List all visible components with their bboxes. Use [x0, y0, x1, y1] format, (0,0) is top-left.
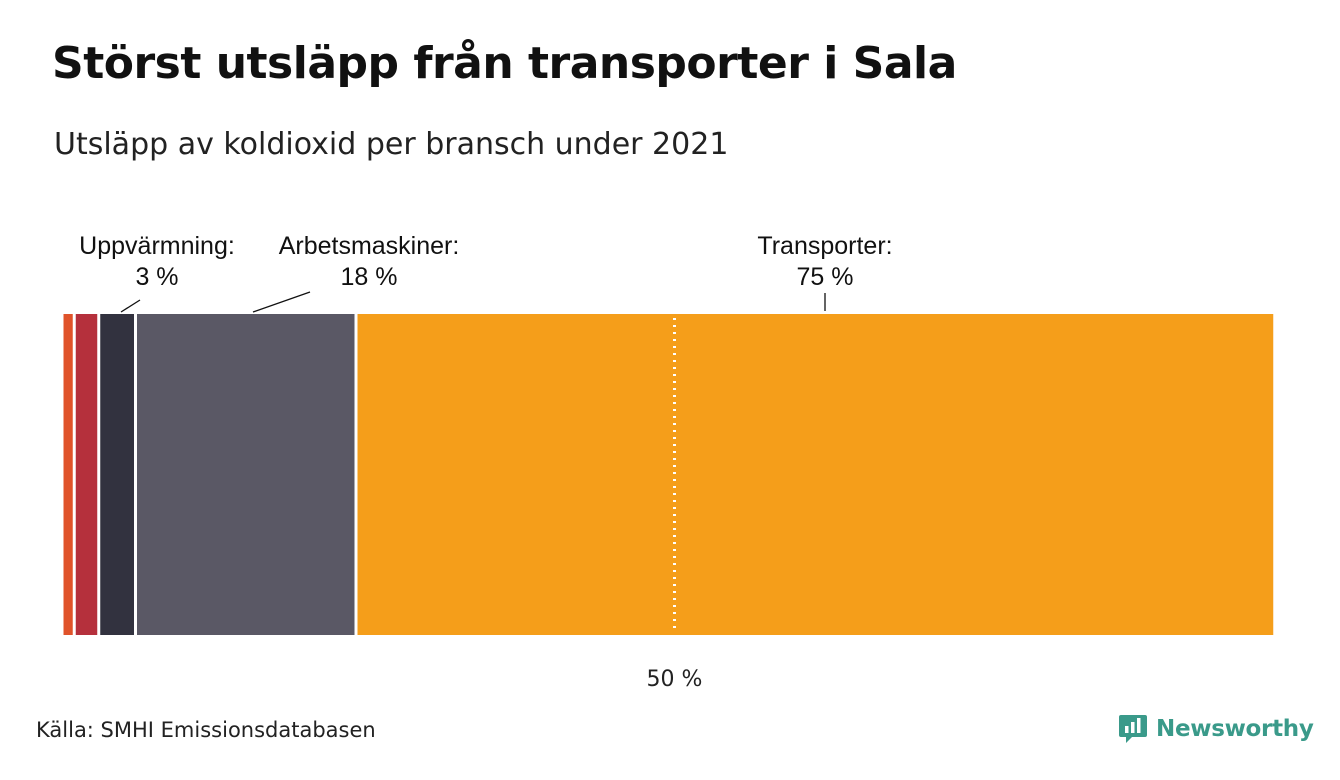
annotation-value-uppvärmning: 3 % [135, 263, 178, 291]
annotation-leader-arbetsmaskiner [252, 291, 311, 313]
stacked-bar-chart: 50 % Uppvärmning: 3 % Arbetsmaskiner: 18 % T… [63, 232, 1274, 692]
annotation-value-transporter: 75 % [797, 263, 854, 291]
bar-segments [63, 314, 1274, 635]
reference-line-group: 50 % [647, 318, 703, 692]
chart-title: Störst utsläpp från transporter i Sala [52, 38, 957, 89]
source-note: Källa: SMHI Emissionsdatabasen [36, 718, 376, 742]
annotation-label-uppvärmning: Uppvärmning: [79, 232, 235, 260]
annotation-label-arbetsmaskiner: Arbetsmaskiner: [279, 232, 460, 260]
annotation-value-arbetsmaskiner: 18 % [341, 263, 398, 291]
bar-segment-segment-2 [75, 314, 98, 635]
reference-line-label: 50 % [647, 667, 703, 692]
brand-logo[interactable]: Newsworthy [1118, 713, 1314, 745]
chart-subtitle: Utsläpp av koldioxid per bransch under 2… [54, 127, 729, 162]
bar-segment-transporter [357, 314, 1274, 635]
newsworthy-logo-icon [1119, 715, 1147, 743]
segment-labels: Uppvärmning: 3 % Arbetsmaskiner: 18 % Transp… [79, 232, 893, 313]
bar-segment-uppvärmning [100, 314, 134, 635]
annotation-label-transporter: Transporter: [757, 232, 892, 260]
bar-segment-arbetsmaskiner [137, 314, 355, 635]
bar-segment-segment-1 [63, 314, 73, 635]
brand-name: Newsworthy [1156, 716, 1314, 742]
annotation-leader-uppvärmning [120, 299, 141, 313]
